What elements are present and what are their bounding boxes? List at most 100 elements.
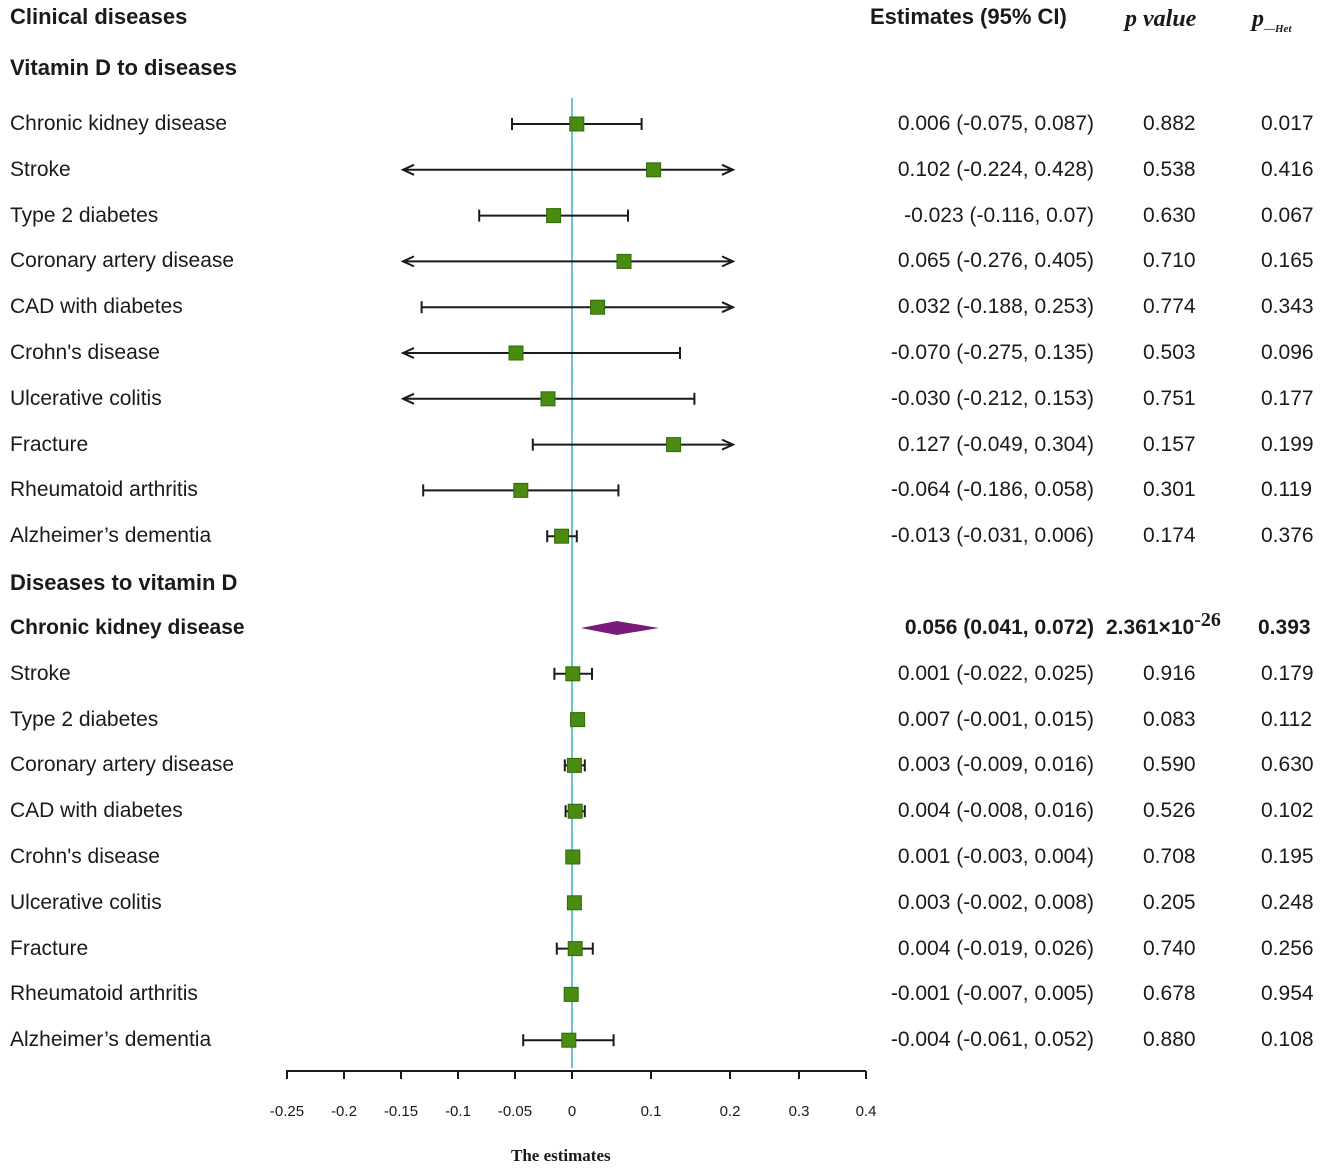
- row-estimate: -0.013 (-0.031, 0.006): [890, 524, 1094, 548]
- row-estimate: 0.001 (-0.022, 0.025): [897, 661, 1094, 685]
- column-header-disease: Clinical diseases: [10, 4, 188, 29]
- row-p-het: 0.195: [1261, 845, 1314, 868]
- row-estimate: 0.127 (-0.049, 0.304): [897, 432, 1094, 456]
- ci-arrow-right: [721, 163, 736, 176]
- point-estimate-marker: [666, 437, 682, 453]
- ci-arrow-right: [721, 255, 736, 268]
- p-value-exponent: -26: [1194, 609, 1221, 631]
- row-label: Chronic kidney disease: [10, 616, 245, 639]
- row-label: CAD with diabetes: [10, 799, 183, 823]
- row-p-value: 0.740: [1143, 936, 1196, 960]
- x-axis: -0.25 -0.2 -0.15 -0.1 -0.05 0 0.1 0.2 0.3 0.4: [270, 1070, 876, 1120]
- row-p-value: 0.590: [1143, 753, 1196, 777]
- ci-arrow-right: [721, 301, 736, 314]
- point-estimate-marker: [565, 849, 581, 865]
- row-label: Type 2 diabetes: [10, 203, 159, 227]
- point-estimate-marker: [508, 345, 524, 361]
- row-estimate: 0.003 (-0.009, 0.016): [897, 753, 1094, 777]
- row-p-het: 0.119: [1261, 478, 1312, 502]
- ci-arrow-left: [400, 255, 415, 268]
- row-estimate: -0.023 (-0.116, 0.07): [904, 203, 1094, 227]
- row-label: Crohn's disease: [10, 341, 160, 364]
- row-estimate: -0.070 (-0.275, 0.135): [890, 341, 1094, 364]
- row-estimate: 0.004 (-0.008, 0.016): [897, 799, 1094, 823]
- ci-arrow-right: [721, 438, 736, 451]
- row-p-value: 0.678: [1143, 982, 1196, 1006]
- row-label: CAD with diabetes: [10, 295, 183, 319]
- p-het-subscript: —Het: [1264, 22, 1292, 35]
- point-estimate-marker: [565, 666, 581, 682]
- row-p-value: 0.882: [1143, 112, 1196, 135]
- point-estimate-marker: [616, 253, 632, 269]
- row-label: Stroke: [10, 157, 71, 181]
- row-label: Ulcerative colitis: [10, 890, 162, 914]
- column-header-p-het: p—Het: [1252, 7, 1292, 34]
- row-p-value: 0.205: [1143, 890, 1196, 914]
- row-p-het: 0.416: [1261, 157, 1314, 181]
- row-label: Fracture: [10, 936, 89, 960]
- point-estimate-marker: [590, 299, 606, 315]
- point-estimate-marker: [554, 528, 570, 544]
- row-p-value: 0.503: [1143, 341, 1196, 364]
- row-p-het: 0.102: [1261, 799, 1314, 823]
- row-p-het: 0.165: [1261, 249, 1314, 273]
- point-estimate-marker: [561, 1032, 577, 1048]
- point-estimate-marker: [566, 757, 582, 773]
- row-p-het: 0.179: [1261, 661, 1314, 685]
- point-estimate-marker: [540, 391, 556, 407]
- x-axis-tick-label: -0.05: [498, 1103, 532, 1120]
- row-p-het: 0.017: [1261, 112, 1314, 135]
- x-axis-tick-label: -0.25: [270, 1103, 304, 1120]
- row-p-value: 0.526: [1143, 799, 1196, 823]
- row-p-het: 0.199: [1261, 432, 1314, 456]
- row-p-value: 0.751: [1143, 386, 1196, 410]
- section-title-diseases-to-vitd: Diseases to vitamin D: [10, 570, 238, 595]
- point-estimate-marker: [570, 712, 586, 728]
- pooled-estimate-diamond: [580, 621, 659, 635]
- row-label: Coronary artery disease: [10, 249, 235, 273]
- ci-arrow-left: [400, 163, 415, 176]
- point-estimate-marker: [567, 803, 583, 819]
- point-estimate-marker: [546, 208, 562, 224]
- ci-arrow-left: [400, 347, 415, 359]
- row-p-value: 0.157: [1143, 432, 1196, 456]
- row-label: Chronic kidney disease: [10, 112, 228, 135]
- row-label: Alzheimer’s dementia: [10, 524, 212, 548]
- row-p-value: 0.538: [1143, 157, 1196, 181]
- row-estimate: -0.004 (-0.061, 0.052): [890, 1028, 1094, 1052]
- row-p-het: 0.376: [1261, 524, 1314, 548]
- row-p-het: 0.112: [1261, 707, 1312, 731]
- row-label: Coronary artery disease: [10, 753, 235, 777]
- row-p-value: 2.361×10-26: [1106, 610, 1221, 640]
- x-axis-tick-label: 0: [568, 1103, 576, 1120]
- row-estimate: -0.064 (-0.186, 0.058): [890, 478, 1094, 502]
- row-p-value: 0.708: [1143, 845, 1196, 868]
- x-axis-tick-label: 0.2: [720, 1103, 741, 1120]
- point-estimate-marker: [567, 941, 583, 957]
- point-estimate-marker: [569, 116, 585, 132]
- x-axis-tick-label: -0.15: [384, 1103, 418, 1120]
- point-estimate-marker: [563, 986, 579, 1002]
- row-p-het: 0.256: [1261, 936, 1314, 960]
- row-p-het: 0.067: [1261, 203, 1314, 227]
- row-estimate: -0.001 (-0.007, 0.005): [890, 982, 1094, 1006]
- point-estimate-marker: [566, 895, 582, 911]
- row-p-value: 0.301: [1143, 478, 1196, 502]
- row-p-het: 0.108: [1261, 1028, 1314, 1052]
- row-p-het: 0.954: [1261, 982, 1314, 1006]
- x-axis-tick-label: 0.3: [789, 1103, 810, 1120]
- row-estimate: 0.004 (-0.019, 0.026): [897, 936, 1094, 960]
- row-estimate: 0.032 (-0.188, 0.253): [897, 295, 1094, 319]
- row-p-het: 0.630: [1261, 753, 1314, 777]
- point-estimate-marker: [646, 162, 662, 178]
- section-title-vitd-to-diseases: Vitamin D to diseases: [10, 55, 238, 80]
- row-label: Stroke: [10, 661, 71, 685]
- x-axis-tick-label: 0.1: [641, 1103, 662, 1120]
- row-p-value: 0.774: [1143, 295, 1196, 319]
- row-p-het: 0.248: [1261, 890, 1314, 914]
- row-p-value: 0.174: [1143, 524, 1196, 548]
- row-label: Fracture: [10, 432, 89, 456]
- row-label: Rheumatoid arthritis: [10, 982, 198, 1006]
- row-estimate: 0.056 (0.041, 0.072): [904, 616, 1094, 639]
